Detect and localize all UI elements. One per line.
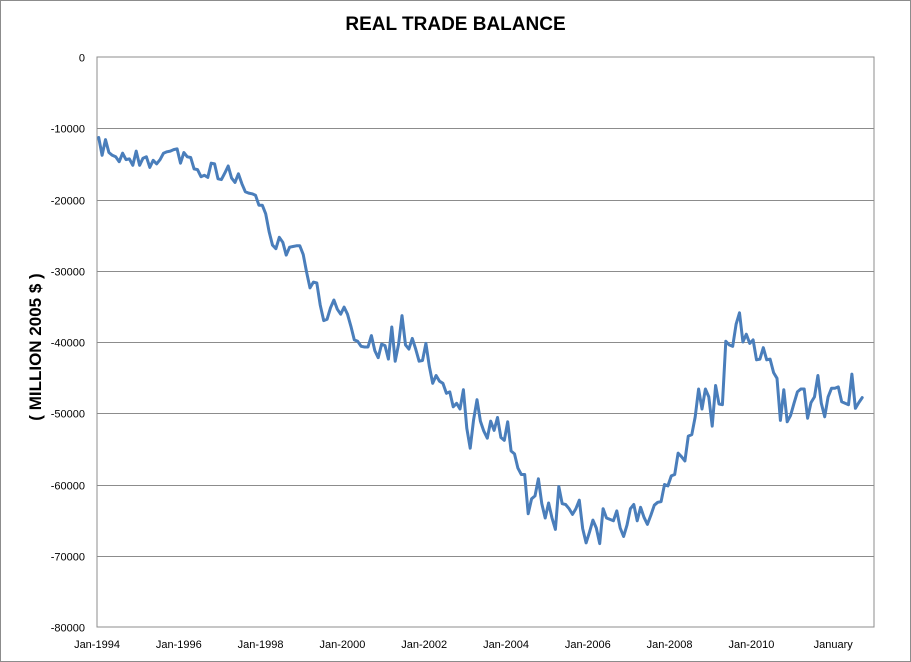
x-tick-label: Jan-2004 <box>483 639 529 651</box>
y-tick-label: -30000 <box>51 267 85 279</box>
y-tick-label: -60000 <box>51 481 85 493</box>
x-tick-label: Jan-2008 <box>647 639 693 651</box>
y-tick-label: -70000 <box>51 552 85 564</box>
y-tick-label: -50000 <box>51 409 85 421</box>
x-tick-label: Jan-1998 <box>238 639 284 651</box>
x-tick-label: Jan-1996 <box>156 639 202 651</box>
y-tick-label: -80000 <box>51 623 85 635</box>
x-tick-label: Jan-2010 <box>728 639 774 651</box>
y-tick-label: 0 <box>79 53 85 65</box>
x-tick-label: Jan-2006 <box>565 639 611 651</box>
series-line <box>97 136 864 546</box>
y-tick-label: -20000 <box>51 196 85 208</box>
chart-title: REAL TRADE BALANCE <box>345 14 566 35</box>
y-tick-label: -10000 <box>51 124 85 136</box>
x-tick-label: January <box>814 639 854 651</box>
y-tick-label: -40000 <box>51 338 85 350</box>
x-tick-label: Jan-1994 <box>74 639 120 651</box>
x-tick-label: Jan-2002 <box>401 639 447 651</box>
x-tick-label: Jan-2000 <box>319 639 365 651</box>
